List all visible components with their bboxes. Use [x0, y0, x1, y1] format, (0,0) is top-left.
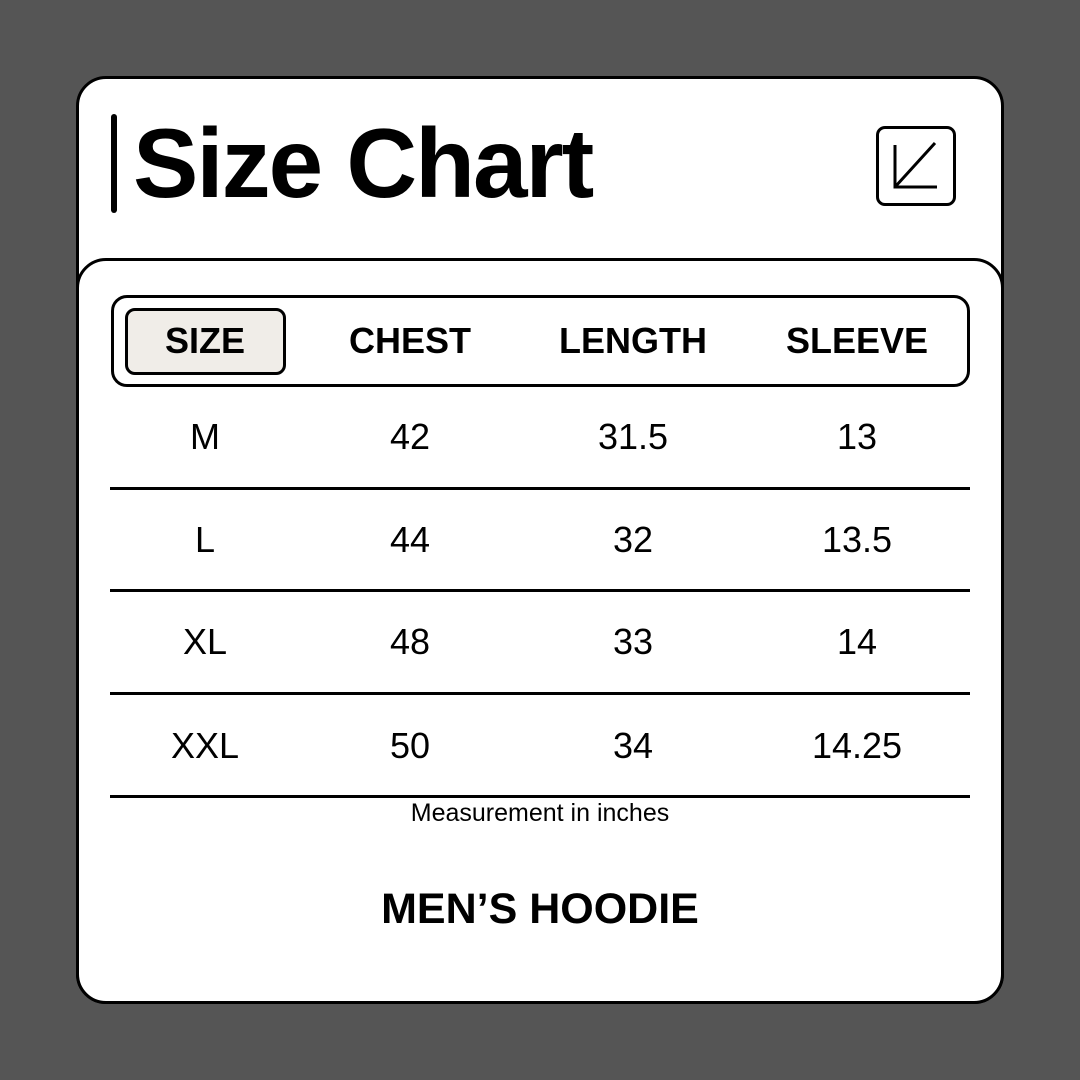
table-cell-size: XL [182, 621, 228, 662]
table-cell-chest: 50 [389, 725, 431, 766]
table-cell-length: 34 [612, 725, 654, 766]
table-cell-sleeve: 13 [836, 416, 878, 457]
row-divider [110, 795, 970, 798]
size-header-highlight [125, 308, 286, 375]
table-cell-chest: 42 [389, 416, 431, 457]
table-cell-size: L [194, 519, 216, 560]
product-name: MEN’S HOODIE [381, 885, 699, 933]
table-cell-sleeve: 13.5 [821, 519, 893, 560]
row-divider [110, 589, 970, 592]
table-cell-length: 32 [612, 519, 654, 560]
table-card [76, 258, 1004, 1004]
row-divider [110, 692, 970, 695]
column-header-length: LENGTH [559, 320, 707, 361]
row-divider [110, 487, 970, 490]
table-cell-length: 33 [612, 621, 654, 662]
table-header [111, 295, 970, 387]
text-cursor-bar [111, 114, 117, 213]
column-header-sleeve: SLEEVE [785, 320, 929, 361]
table-cell-sleeve: 14.25 [811, 725, 903, 766]
table-cell-size: M [190, 416, 220, 457]
column-header-size: SIZE [164, 320, 245, 361]
table-cell-sleeve: 14 [836, 621, 878, 662]
page-title: Size Chart [133, 108, 594, 218]
arrow-down-left-icon [876, 126, 956, 206]
column-header-chest: CHEST [348, 320, 471, 361]
table-cell-chest: 44 [389, 519, 431, 560]
table-cell-chest: 48 [389, 621, 431, 662]
measurement-note: Measurement in inches [410, 799, 670, 827]
table-cell-size: XXL [170, 725, 240, 766]
table-cell-length: 31.5 [597, 416, 669, 457]
